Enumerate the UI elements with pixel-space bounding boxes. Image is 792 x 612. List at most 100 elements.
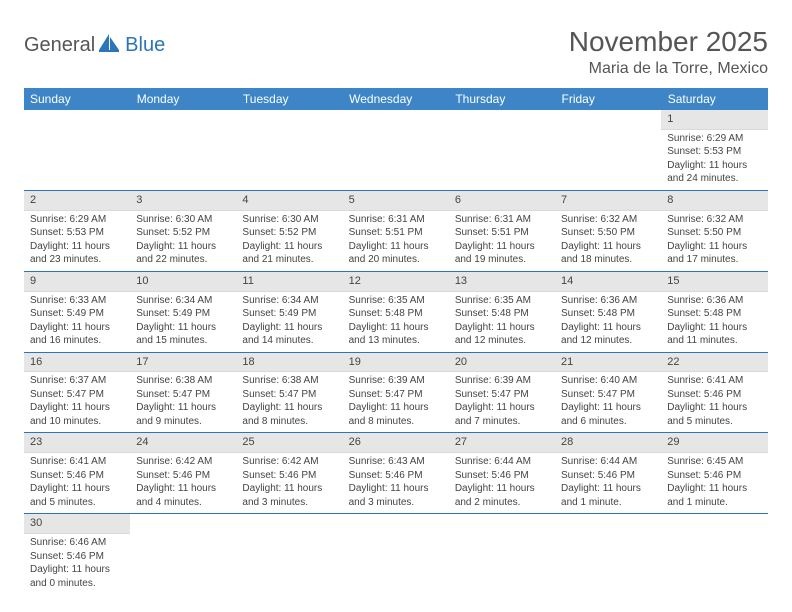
- day-number: 1: [661, 110, 767, 130]
- sunrise-text: Sunrise: 6:41 AM: [667, 374, 761, 388]
- sail-icon: [99, 34, 121, 57]
- logo: General Blue: [24, 34, 165, 57]
- calendar-cell: [343, 110, 449, 190]
- calendar-cell: 19Sunrise: 6:39 AMSunset: 5:47 PMDayligh…: [343, 352, 449, 433]
- calendar-cell: [555, 514, 661, 594]
- sunset-text: Sunset: 5:46 PM: [561, 469, 655, 483]
- sunset-text: Sunset: 5:47 PM: [349, 388, 443, 402]
- calendar-body: 1 Sunrise: 6:29 AMSunset: 5:53 PMDaylight…: [24, 110, 768, 594]
- weekday-header: Thursday: [449, 88, 555, 110]
- day-body: Sunrise: 6:37 AMSunset: 5:47 PMDaylight:…: [24, 372, 130, 432]
- day-number: 12: [343, 272, 449, 292]
- daylight-text: Daylight: 11 hours and 3 minutes.: [349, 482, 443, 509]
- sunrise-text: Sunrise: 6:32 AM: [667, 213, 761, 227]
- calendar-cell: 14Sunrise: 6:36 AMSunset: 5:48 PMDayligh…: [555, 271, 661, 352]
- sunset-text: Sunset: 5:49 PM: [136, 307, 230, 321]
- sunrise-text: Sunrise: 6:38 AM: [136, 374, 230, 388]
- day-number: 23: [24, 433, 130, 453]
- day-body: Sunrise: 6:39 AMSunset: 5:47 PMDaylight:…: [343, 372, 449, 432]
- calendar-cell: [130, 110, 236, 190]
- day-number: 13: [449, 272, 555, 292]
- calendar-cell: 17Sunrise: 6:38 AMSunset: 5:47 PMDayligh…: [130, 352, 236, 433]
- day-number: 8: [661, 191, 767, 211]
- calendar-cell: 4Sunrise: 6:30 AMSunset: 5:52 PMDaylight…: [236, 190, 342, 271]
- sunrise-text: Sunrise: 6:42 AM: [136, 455, 230, 469]
- daylight-text: Daylight: 11 hours and 7 minutes.: [455, 401, 549, 428]
- day-body: Sunrise: 6:33 AMSunset: 5:49 PMDaylight:…: [24, 292, 130, 352]
- day-body: Sunrise: 6:39 AMSunset: 5:47 PMDaylight:…: [449, 372, 555, 432]
- day-body: Sunrise: 6:29 AMSunset: 5:53 PMDaylight:…: [24, 211, 130, 271]
- sunset-text: Sunset: 5:46 PM: [30, 469, 124, 483]
- logo-text-general: General: [24, 34, 95, 57]
- sunrise-text: Sunrise: 6:35 AM: [455, 294, 549, 308]
- calendar-cell: 20Sunrise: 6:39 AMSunset: 5:47 PMDayligh…: [449, 352, 555, 433]
- calendar-cell: 9Sunrise: 6:33 AMSunset: 5:49 PMDaylight…: [24, 271, 130, 352]
- sunrise-text: Sunrise: 6:35 AM: [349, 294, 443, 308]
- daylight-text: Daylight: 11 hours and 5 minutes.: [667, 401, 761, 428]
- sunset-text: Sunset: 5:49 PM: [242, 307, 336, 321]
- calendar-cell: 28Sunrise: 6:44 AMSunset: 5:46 PMDayligh…: [555, 433, 661, 514]
- logo-text-blue: Blue: [125, 34, 165, 57]
- calendar-cell: 24Sunrise: 6:42 AMSunset: 5:46 PMDayligh…: [130, 433, 236, 514]
- daylight-text: Daylight: 11 hours and 12 minutes.: [561, 321, 655, 348]
- calendar-cell: 16Sunrise: 6:37 AMSunset: 5:47 PMDayligh…: [24, 352, 130, 433]
- month-title: November 2025: [569, 26, 768, 58]
- sunrise-text: Sunrise: 6:38 AM: [242, 374, 336, 388]
- daylight-text: Daylight: 11 hours and 1 minute.: [667, 482, 761, 509]
- calendar-cell: 15Sunrise: 6:36 AMSunset: 5:48 PMDayligh…: [661, 271, 767, 352]
- day-number: 28: [555, 433, 661, 453]
- sunrise-text: Sunrise: 6:43 AM: [349, 455, 443, 469]
- day-number: 16: [24, 353, 130, 373]
- sunrise-text: Sunrise: 6:36 AM: [667, 294, 761, 308]
- sunset-text: Sunset: 5:51 PM: [349, 226, 443, 240]
- day-number: 27: [449, 433, 555, 453]
- day-body: Sunrise: 6:35 AMSunset: 5:48 PMDaylight:…: [343, 292, 449, 352]
- day-body: Sunrise: 6:41 AMSunset: 5:46 PMDaylight:…: [661, 372, 767, 432]
- calendar-cell: 3Sunrise: 6:30 AMSunset: 5:52 PMDaylight…: [130, 190, 236, 271]
- daylight-text: Daylight: 11 hours and 12 minutes.: [455, 321, 549, 348]
- day-body: Sunrise: 6:34 AMSunset: 5:49 PMDaylight:…: [236, 292, 342, 352]
- day-number: 5: [343, 191, 449, 211]
- calendar-cell: 26Sunrise: 6:43 AMSunset: 5:46 PMDayligh…: [343, 433, 449, 514]
- day-body: Sunrise: 6:42 AMSunset: 5:46 PMDaylight:…: [236, 453, 342, 513]
- sunrise-text: Sunrise: 6:44 AM: [455, 455, 549, 469]
- calendar-cell: 1Sunrise: 6:29 AMSunset: 5:53 PMDaylight…: [661, 110, 767, 190]
- sunset-text: Sunset: 5:47 PM: [30, 388, 124, 402]
- sunrise-text: Sunrise: 6:30 AM: [136, 213, 230, 227]
- day-body: Sunrise: 6:40 AMSunset: 5:47 PMDaylight:…: [555, 372, 661, 432]
- sunset-text: Sunset: 5:47 PM: [136, 388, 230, 402]
- daylight-text: Daylight: 11 hours and 3 minutes.: [242, 482, 336, 509]
- weekday-header: Sunday: [24, 88, 130, 110]
- calendar-cell: 13 Sunrise: 6:35 AMSunset: 5:48 PMDayligh…: [449, 271, 555, 352]
- day-number: 7: [555, 191, 661, 211]
- daylight-text: Daylight: 11 hours and 13 minutes.: [349, 321, 443, 348]
- daylight-text: Daylight: 11 hours and 22 minutes.: [136, 240, 230, 267]
- sunrise-text: Sunrise: 6:33 AM: [30, 294, 124, 308]
- calendar-row: 30Sunrise: 6:46 AMSunset: 5:46 PMDayligh…: [24, 514, 768, 594]
- daylight-text: Daylight: 11 hours and 15 minutes.: [136, 321, 230, 348]
- day-body: Sunrise: 6:32 AMSunset: 5:50 PMDaylight:…: [555, 211, 661, 271]
- day-body: Sunrise: 6:44 AMSunset: 5:46 PMDaylight:…: [555, 453, 661, 513]
- weekday-header: Friday: [555, 88, 661, 110]
- calendar-cell: [343, 514, 449, 594]
- daylight-text: Daylight: 11 hours and 5 minutes.: [30, 482, 124, 509]
- calendar-cell: [24, 110, 130, 190]
- day-number: 3: [130, 191, 236, 211]
- calendar-cell: 21Sunrise: 6:40 AMSunset: 5:47 PMDayligh…: [555, 352, 661, 433]
- sunset-text: Sunset: 5:46 PM: [136, 469, 230, 483]
- sunrise-text: Sunrise: 6:45 AM: [667, 455, 761, 469]
- sunrise-text: Sunrise: 6:41 AM: [30, 455, 124, 469]
- sunset-text: Sunset: 5:50 PM: [667, 226, 761, 240]
- sunset-text: Sunset: 5:48 PM: [455, 307, 549, 321]
- daylight-text: Daylight: 11 hours and 8 minutes.: [242, 401, 336, 428]
- weekday-header: Tuesday: [236, 88, 342, 110]
- sunset-text: Sunset: 5:47 PM: [561, 388, 655, 402]
- day-body: Sunrise: 6:46 AMSunset: 5:46 PMDaylight:…: [24, 534, 130, 594]
- calendar-row: 2Sunrise: 6:29 AMSunset: 5:53 PMDaylight…: [24, 190, 768, 271]
- sunset-text: Sunset: 5:53 PM: [667, 145, 761, 159]
- day-body: Sunrise: 6:31 AMSunset: 5:51 PMDaylight:…: [343, 211, 449, 271]
- daylight-text: Daylight: 11 hours and 16 minutes.: [30, 321, 124, 348]
- calendar-cell: 18Sunrise: 6:38 AMSunset: 5:47 PMDayligh…: [236, 352, 342, 433]
- daylight-text: Daylight: 11 hours and 1 minute.: [561, 482, 655, 509]
- daylight-text: Daylight: 11 hours and 19 minutes.: [455, 240, 549, 267]
